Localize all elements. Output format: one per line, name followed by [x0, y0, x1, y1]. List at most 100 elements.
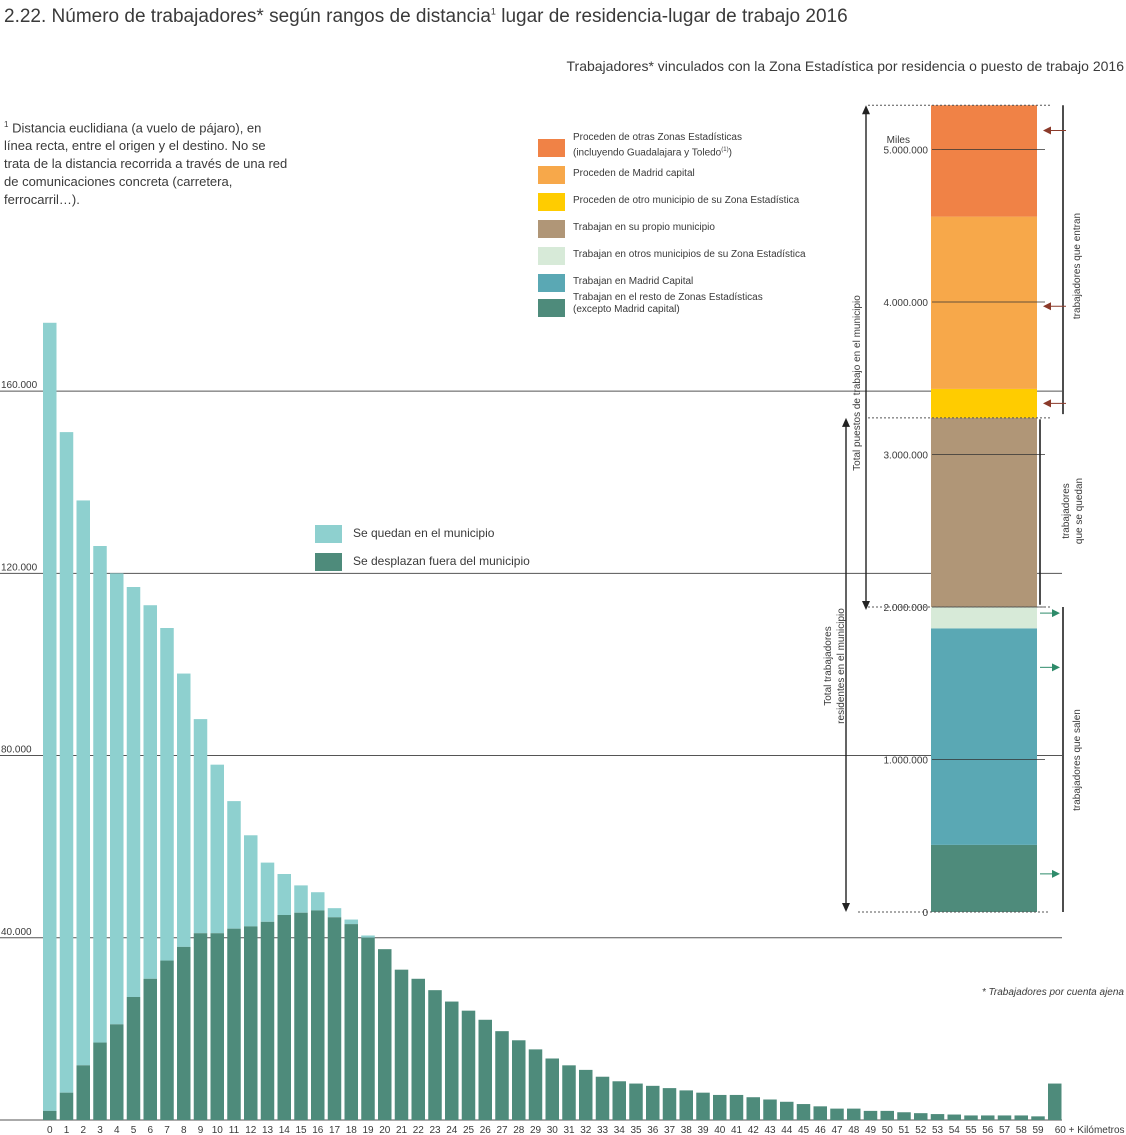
legend2-swatch — [538, 166, 565, 184]
bar-stay — [177, 673, 191, 947]
label-trabajadores-salen: trabajadores que salen — [1072, 709, 1083, 811]
x-tick-label: 33 — [597, 1125, 609, 1135]
column-segment — [931, 216, 1037, 389]
column-segment — [931, 105, 1037, 217]
bar-leave — [428, 990, 442, 1120]
bar-leave — [830, 1108, 844, 1120]
bar-leave — [863, 1110, 878, 1120]
right-y-tick-label: 3.000.000 — [884, 451, 929, 462]
footnote-asterisk: * Trabajadores por cuenta ajena — [981, 987, 1124, 998]
y-tick-label: 160.000 — [1, 380, 38, 391]
right-y-tick-label: 4.000.000 — [884, 298, 929, 309]
bar-leave — [646, 1085, 660, 1120]
x-tick-label: 31 — [563, 1125, 575, 1135]
bar-leave — [43, 1110, 57, 1120]
x-tick-label: 45 — [798, 1125, 810, 1135]
legend-label: Se desplazan fuera del municipio — [353, 554, 530, 568]
bar-leave — [562, 1065, 576, 1120]
x-tick-label: 13 — [262, 1125, 274, 1135]
x-tick-label: 44 — [781, 1125, 793, 1135]
title-text-end: lugar de residencia-lugar de trabajo 201… — [495, 6, 848, 27]
bar-stay — [193, 719, 208, 934]
x-tick-label: 42 — [748, 1125, 760, 1135]
right-chart-subtitle: Trabajadores* vinculados con la Zona Est… — [566, 58, 1125, 74]
bar-leave — [713, 1094, 727, 1120]
bar-leave — [595, 1076, 610, 1120]
bar-leave — [445, 1001, 459, 1120]
bar-leave — [327, 917, 342, 1120]
x-tick-label: 47 — [831, 1125, 843, 1135]
bar-leave — [461, 1010, 476, 1120]
title-sup: 1 — [490, 6, 496, 17]
bar-stay — [260, 862, 275, 922]
label-total-residentes-2: residentes en el municipio — [836, 608, 847, 724]
x-tick-label: 59 — [1032, 1125, 1044, 1135]
legend2-swatch — [538, 299, 565, 317]
bar-stay — [361, 935, 375, 938]
y-tick-label: 120.000 — [1, 562, 38, 573]
x-tick-label: 0 — [47, 1125, 53, 1135]
bar-stay — [277, 874, 291, 915]
legend2-label: Trabajan en Madrid Capital — [573, 276, 694, 287]
x-tick-label: 37 — [664, 1125, 676, 1135]
legend-swatch — [315, 553, 342, 571]
bar-leave — [260, 921, 275, 1120]
bar-stay — [76, 500, 90, 1066]
bar-leave — [780, 1101, 794, 1120]
bar-leave — [177, 946, 191, 1120]
x-tick-label: 38 — [681, 1125, 693, 1135]
legend2-swatch — [538, 193, 565, 211]
bar-leave — [545, 1058, 559, 1120]
bar-leave — [914, 1113, 928, 1120]
page-title: 2.22. Número de trabajadores* según rang… — [4, 6, 848, 28]
arrow-out-head — [1052, 609, 1060, 618]
arrow-total-residentes-head-top — [842, 417, 850, 427]
bar-stay — [311, 892, 325, 911]
x-tick-label: 54 — [949, 1125, 961, 1135]
x-tick-label: 5 — [131, 1125, 137, 1135]
x-tick-label: 2 — [80, 1125, 86, 1135]
right-y-tick-label: 1.000.000 — [884, 756, 929, 767]
x-tick-label: 27 — [496, 1125, 508, 1135]
bar-stay — [227, 801, 241, 929]
column-segment — [931, 844, 1037, 912]
x-tick-label: 6 — [147, 1125, 153, 1135]
bar-stay — [110, 573, 124, 1025]
bar-leave — [847, 1108, 861, 1120]
x-tick-label: 11 — [229, 1125, 240, 1135]
arrow-out-head — [1052, 869, 1060, 878]
x-tick-label: 32 — [580, 1125, 592, 1135]
bar-leave — [160, 960, 174, 1120]
x-tick-label: 34 — [614, 1125, 626, 1135]
legend2-label: Trabajan en su propio municipio — [573, 222, 715, 233]
legend-label: Se quedan en el municipio — [353, 526, 495, 540]
bar-leave — [227, 928, 241, 1120]
bar-leave — [880, 1110, 894, 1120]
bar-stay — [43, 322, 57, 1111]
bar-leave — [478, 1019, 492, 1120]
bar-stay — [59, 432, 74, 1093]
x-tick-label: 17 — [329, 1125, 341, 1135]
x-tick-label: 19 — [362, 1125, 374, 1135]
bar-leave — [512, 1040, 526, 1120]
x-tick-label: 30 — [547, 1125, 559, 1135]
bar-stay — [143, 605, 157, 979]
bar-leave — [679, 1090, 693, 1120]
bar-leave — [662, 1088, 677, 1120]
label-total-residentes-1: Total trabajadores — [823, 626, 834, 706]
bar-leave — [344, 924, 358, 1120]
x-tick-label: 16 — [312, 1125, 324, 1135]
x-tick-label: 53 — [932, 1125, 944, 1135]
legend-swatch — [315, 525, 342, 543]
bar-leave — [59, 1092, 74, 1120]
x-tick-label: 49 — [865, 1125, 877, 1135]
arrow-in-head — [1043, 126, 1051, 135]
arrow-total-puestos-head-bottom — [862, 601, 870, 611]
legend2-label: Trabajan en otros municipios de su Zona … — [573, 249, 806, 260]
x-tick-label: 28 — [513, 1125, 525, 1135]
right-y-tick-label: 0 — [922, 908, 928, 919]
right-y-tick-label: 5.000.000 — [884, 146, 929, 157]
x-tick-label: 3 — [97, 1125, 103, 1135]
bar-stay — [210, 764, 224, 934]
